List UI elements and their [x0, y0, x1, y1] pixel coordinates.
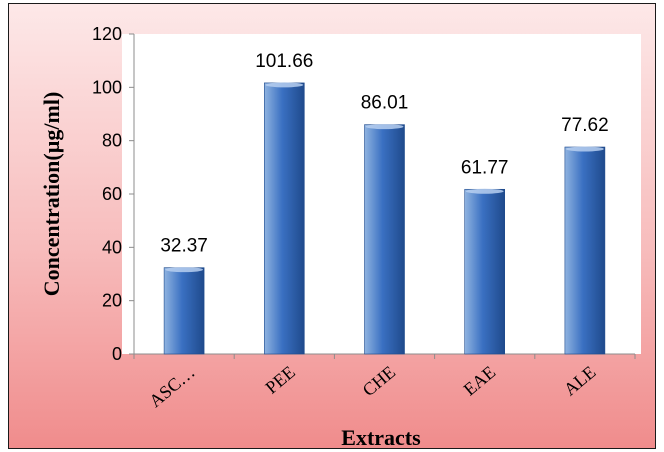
bar-asc [163, 267, 205, 355]
x-tick-label: CHE [359, 362, 399, 400]
bar-top-highlight [465, 188, 504, 194]
y-tick-label: 120 [92, 24, 122, 44]
x-tick-label: EAE [460, 362, 500, 400]
chart-frame: 0 20 40 60 80 100 120 32.37 ASC… 101.66 PEE 86.01 C… [8, 3, 656, 449]
bar-che [364, 124, 405, 355]
bar-chart: 0 20 40 60 80 100 120 32.37 ASC… 101.66 PEE 86.01 C… [39, 24, 641, 449]
bar-top-highlight [565, 146, 604, 152]
bar-ale [564, 146, 606, 355]
data-label: 101.66 [255, 51, 313, 72]
x-tick-label: PEE [261, 362, 298, 398]
y-tick-label: 80 [102, 131, 122, 151]
y-axis-title: Concentration(µg/ml) [39, 92, 64, 297]
x-axis-title: Extracts [341, 425, 421, 449]
data-label: 32.37 [160, 236, 208, 257]
y-tick-label: 0 [112, 344, 122, 364]
bar-top-highlight [365, 124, 404, 130]
bar-pee [264, 82, 305, 355]
y-tick-label: 40 [102, 237, 122, 257]
y-tick-label: 100 [92, 77, 122, 97]
data-label: 86.01 [361, 93, 409, 114]
x-tick-label: ASC… [145, 362, 198, 411]
y-tick-label: 60 [102, 184, 122, 204]
y-tick-label: 20 [102, 291, 122, 311]
data-label: 61.77 [461, 157, 509, 178]
x-tick-label: ALE [560, 362, 600, 400]
bar-top-highlight [165, 267, 204, 273]
data-label: 77.62 [561, 115, 609, 136]
bar-eae [464, 188, 506, 355]
bar-top-highlight [265, 82, 304, 88]
